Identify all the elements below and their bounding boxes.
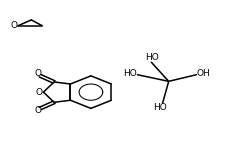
Text: O: O — [35, 106, 42, 115]
Text: OH: OH — [197, 69, 211, 78]
Text: HO: HO — [153, 103, 167, 112]
Text: O: O — [10, 21, 17, 30]
Text: O: O — [35, 69, 42, 78]
Text: HO: HO — [123, 69, 137, 78]
Text: HO: HO — [145, 53, 159, 62]
Text: O: O — [36, 88, 43, 97]
